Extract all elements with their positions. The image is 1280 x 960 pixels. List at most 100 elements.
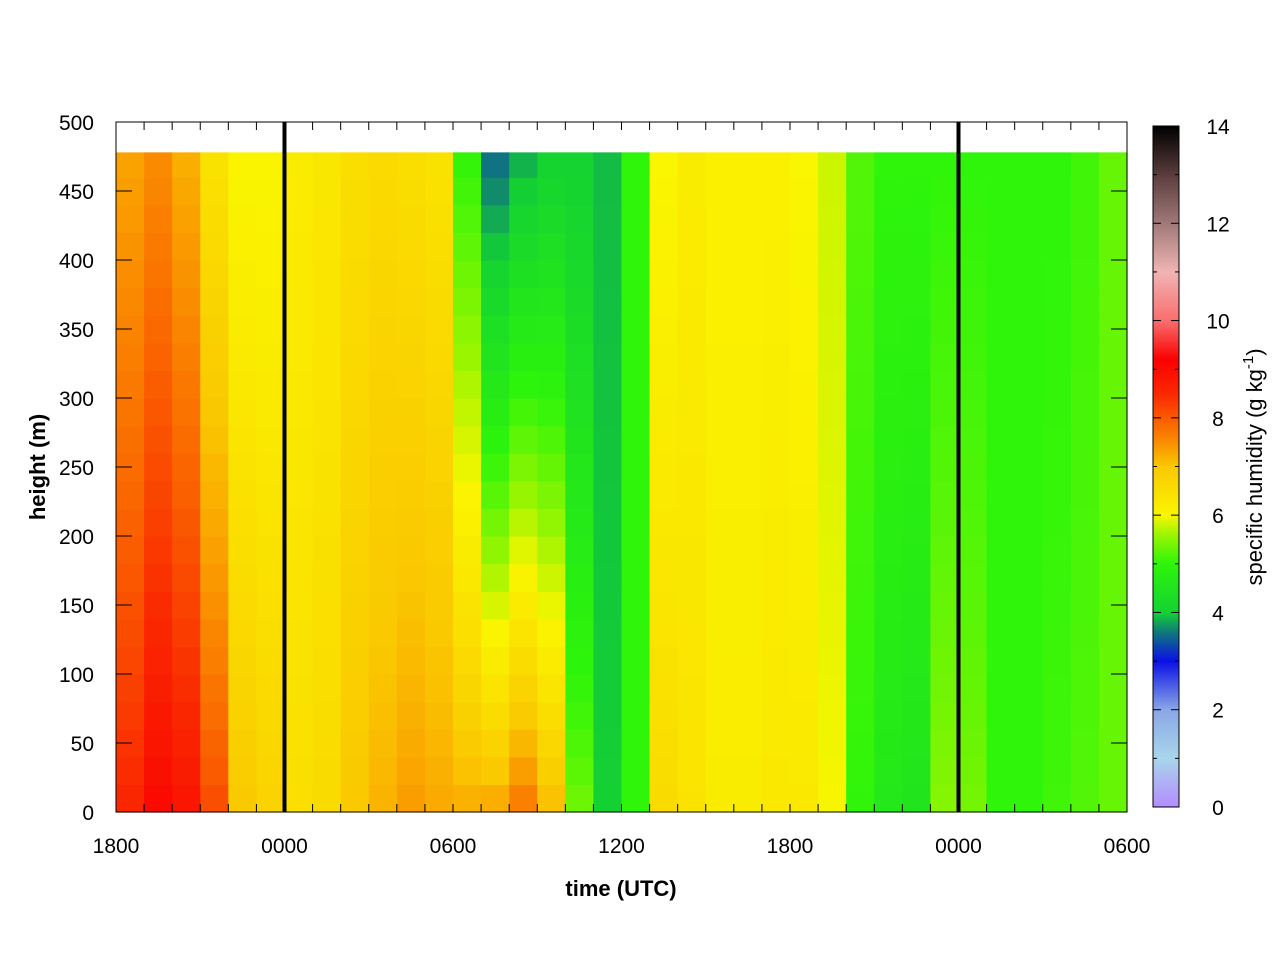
heatmap-cell [902,618,932,647]
heatmap-cell [368,591,398,620]
x-tick-label: 1800 [767,835,814,858]
heatmap-cell [453,618,482,647]
heatmap-cell [705,674,735,703]
heatmap-cell [986,480,1016,509]
heatmap-cell [565,260,595,289]
y-tick-label: 50 [71,733,94,756]
heatmap-cell [396,315,426,344]
heatmap-cell [790,674,819,703]
heatmap-cell [284,152,314,178]
heatmap-cell [284,591,314,620]
heatmap-cell [509,756,538,785]
heatmap-cell [902,232,932,261]
heatmap-cell [481,453,510,482]
heatmap-cell [537,480,566,509]
heatmap-cell [200,701,229,730]
heatmap-cell [677,177,707,206]
heatmap-cell [902,563,932,592]
heatmap-cell [368,177,398,206]
heatmap-cell [228,618,258,647]
heatmap-cell [312,508,342,537]
heatmap-cell [172,563,201,592]
heatmap-cell [144,315,173,344]
colorbar-tick-label: 0 [1212,797,1224,820]
heatmap-cell [509,508,538,537]
heatmap-cell [846,370,875,399]
heatmap-cell [340,674,370,703]
heatmap-cell [1042,756,1072,785]
heatmap-cell [1098,204,1128,233]
colorbar-tick-label: 4 [1212,602,1224,625]
heatmap-cell [621,784,651,813]
heatmap-cell [1042,398,1072,427]
heatmap-cell [1070,398,1100,427]
heatmap-cell [705,756,735,785]
heatmap-cell [340,232,370,261]
heatmap-cell [116,701,145,730]
heatmap-cell [200,152,229,178]
heatmap-cell [874,480,903,509]
heatmap-cell [818,591,847,620]
heatmap-cell [790,425,819,454]
heatmap-cell [790,646,819,675]
heatmap-cell [649,287,679,316]
heatmap-cell [621,287,651,316]
heatmap-cell [958,342,988,371]
heatmap-cell [424,232,454,261]
heatmap-cell [284,287,314,316]
heatmap-cell [565,618,595,647]
heatmap-cell [537,536,566,565]
heatmap-cell [1014,342,1044,371]
heatmap-cell [677,152,707,178]
heatmap-cell [340,370,370,399]
heatmap-cell [116,287,145,316]
heatmap-cell [1042,701,1072,730]
heatmap-cell [481,756,510,785]
heatmap-cell [902,756,932,785]
heatmap-cell [1042,287,1072,316]
heatmap-cell [424,152,454,178]
heatmap-cell [565,701,595,730]
heatmap-cell [593,204,623,233]
heatmap-cell [761,315,791,344]
heatmap-cell [368,342,398,371]
heatmap-cell [453,315,482,344]
heatmap-cell [424,398,454,427]
heatmap-cell [649,618,679,647]
heatmap-cell [284,756,314,785]
heatmap-cell [424,425,454,454]
heatmap-cell [256,618,286,647]
heatmap-cell [368,563,398,592]
heatmap-cell [424,508,454,537]
heatmap-cell [705,177,735,206]
heatmap-cell [986,646,1016,675]
heatmap-cell [818,315,847,344]
heatmap-cell [200,342,229,371]
heatmap-cell [1014,508,1044,537]
heatmap-cell [340,701,370,730]
heatmap-cell [621,425,651,454]
y-axis: 0 50 100 150 200 250 300 350 400 450 500 [59,112,1127,825]
heatmap-cell [621,563,651,592]
heatmap-cell [818,453,847,482]
heatmap-cell [649,260,679,289]
heatmap-cell [312,260,342,289]
heatmap-cell [228,646,258,675]
heatmap-cell [172,287,201,316]
heatmap-cell [818,232,847,261]
heatmap-cell [368,701,398,730]
colorbar-tick-label: 14 [1206,116,1230,139]
heatmap-cell [453,287,482,316]
heatmap-cell [256,480,286,509]
heatmap-cell [649,232,679,261]
heatmap-cell [818,287,847,316]
heatmap-cell [958,453,988,482]
heatmap-cell [396,177,426,206]
heatmap-cell [818,342,847,371]
heatmap-cell [846,342,875,371]
heatmap-cell [593,563,623,592]
heatmap-cell [537,701,566,730]
heatmap-cell [144,425,173,454]
heatmap-cell [818,204,847,233]
